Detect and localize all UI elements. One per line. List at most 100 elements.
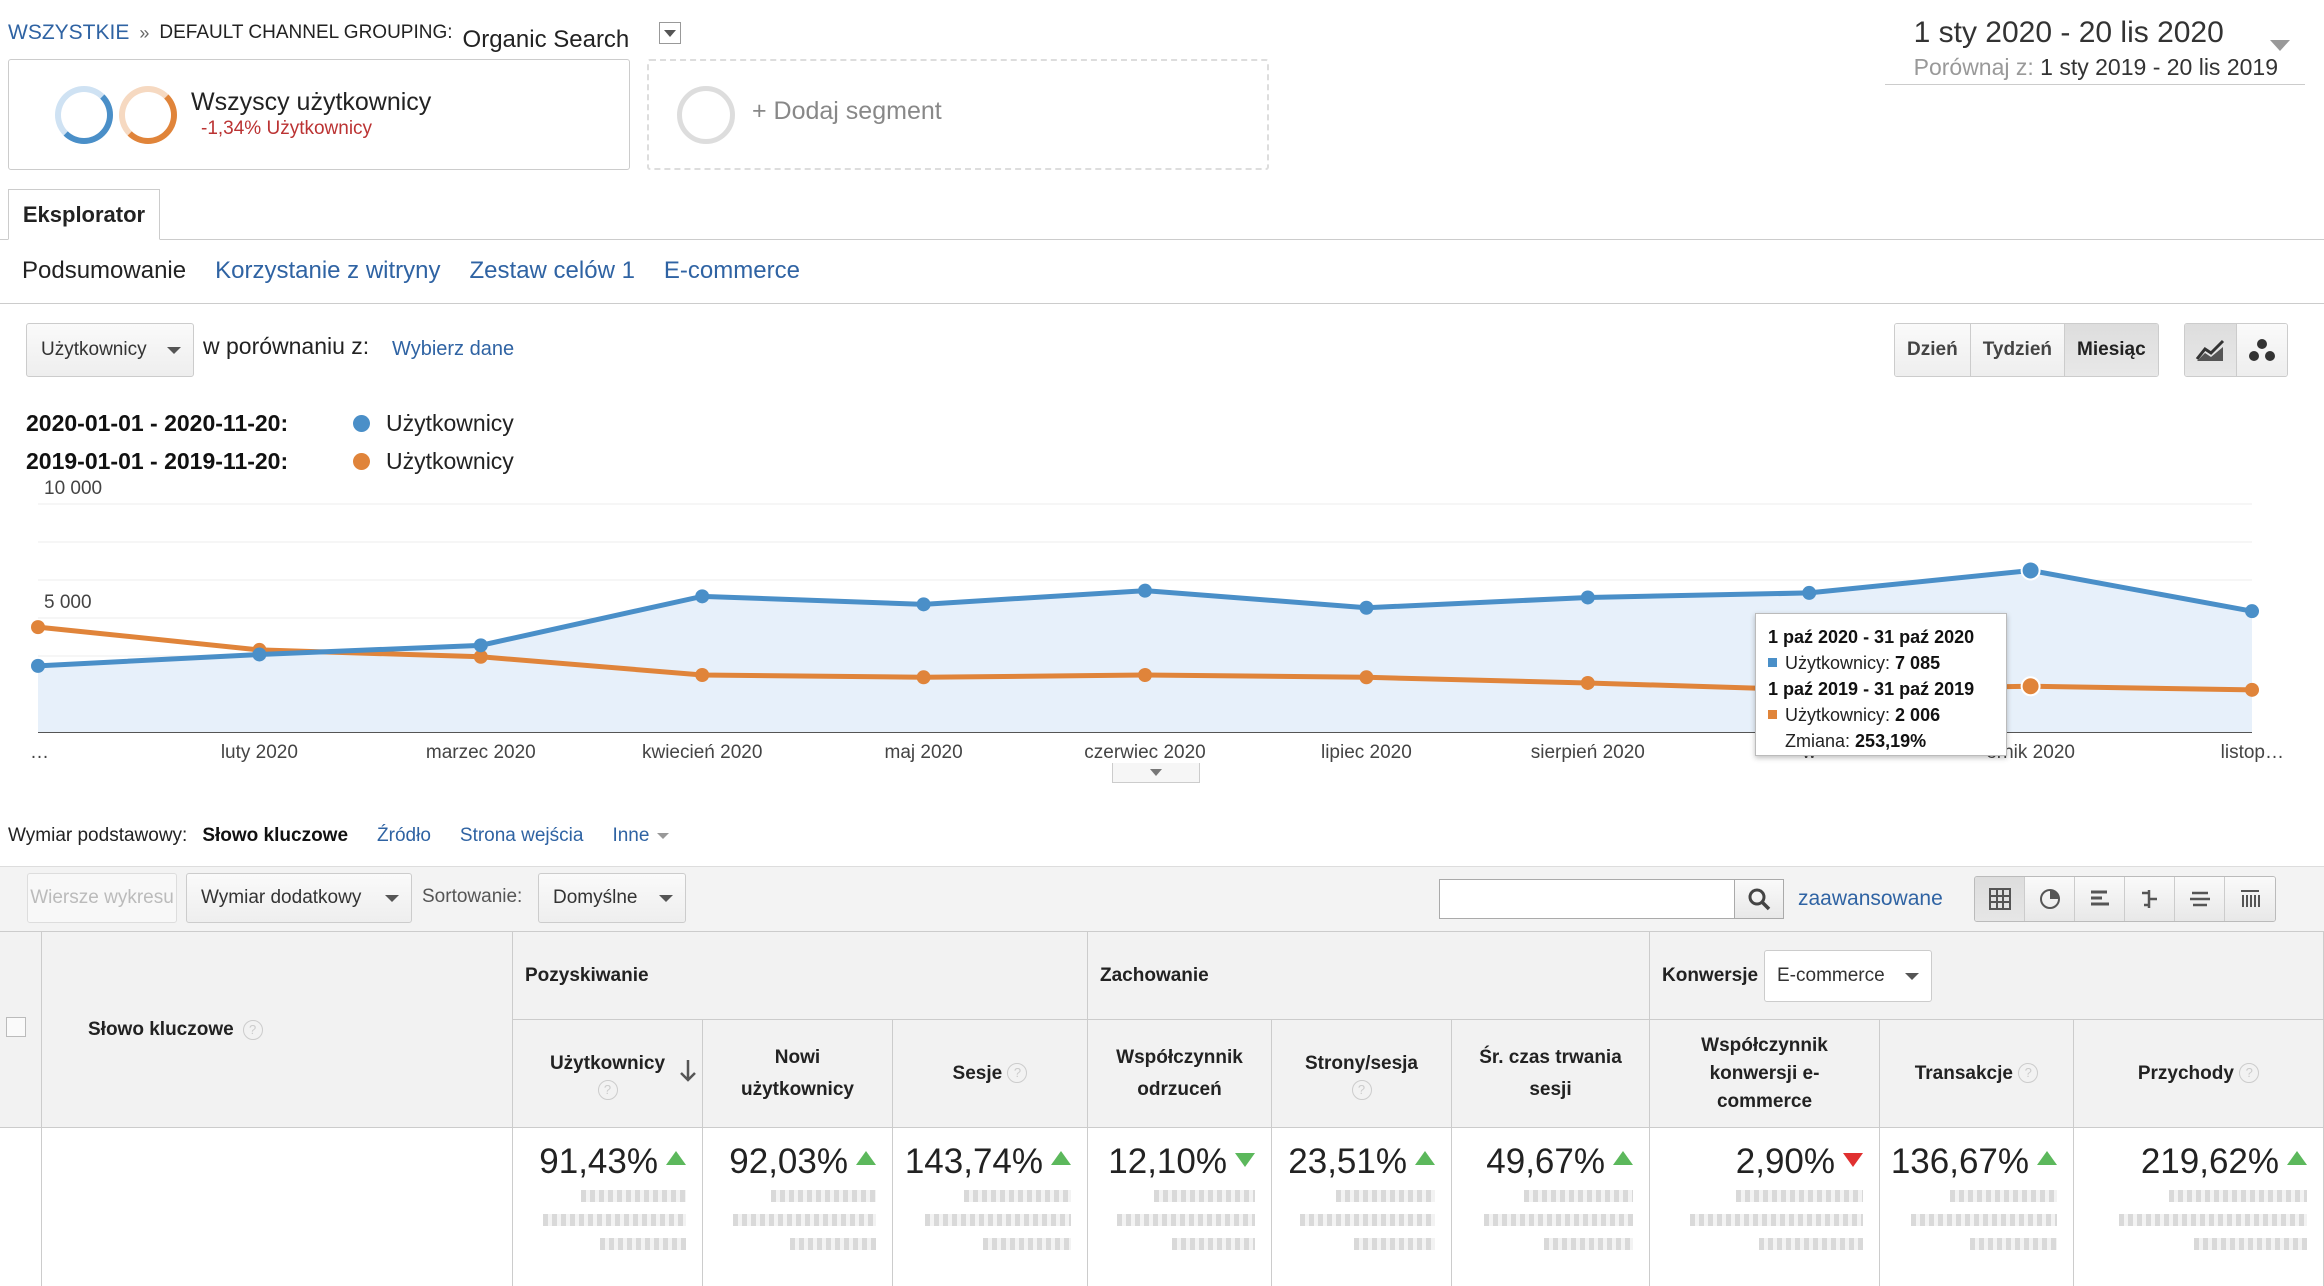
date-range-picker[interactable]: 1 sty 2020 - 20 lis 2020 Porównaj z: 1 s… xyxy=(1914,16,2278,81)
arrow-down-icon xyxy=(1235,1153,1255,1167)
secondary-dimension-select[interactable]: Wymiar dodatkowy xyxy=(186,873,412,923)
help-icon[interactable]: ? xyxy=(2239,1063,2260,1084)
primary-dimension-label: Wymiar podstawowy: xyxy=(8,825,188,846)
breadcrumb-all-link[interactable]: WSZYSTKIE xyxy=(8,21,130,44)
data-point[interactable] xyxy=(1138,583,1152,598)
legend-label: Użytkownicy xyxy=(386,447,514,474)
data-point[interactable] xyxy=(31,620,45,635)
column-label: Przychody ? xyxy=(2138,1058,2260,1090)
subtab-ecommerce[interactable]: E-commerce xyxy=(663,257,800,284)
tooltip-row-previous: Użytkownicy: 2 006 xyxy=(1768,702,1994,728)
chart-legend: 2020-01-01 - 2020-11-20: Użytkownicy 201… xyxy=(26,404,514,480)
select-all-checkbox[interactable] xyxy=(6,1017,26,1037)
chart-expand-handle[interactable] xyxy=(1112,763,1200,783)
conversion-type-select[interactable]: E-commerce xyxy=(1764,950,1932,1002)
redacted-value xyxy=(1690,1214,1863,1226)
segment-all-users[interactable]: Wszyscy użytkownicy -1,34% Użytkownicy xyxy=(8,59,630,170)
subtab-site-usage[interactable]: Korzystanie z witryny xyxy=(215,257,441,284)
arrow-up-icon xyxy=(2287,1151,2307,1165)
search-button[interactable] xyxy=(1734,879,1784,919)
dimension-source[interactable]: Źródło xyxy=(377,825,431,846)
arrow-up-icon xyxy=(666,1151,686,1165)
data-point[interactable] xyxy=(916,670,931,685)
motion-chart-button[interactable] xyxy=(2236,324,2287,376)
data-point[interactable] xyxy=(1138,668,1152,682)
data-point[interactable] xyxy=(1802,585,1817,600)
help-icon[interactable]: ? xyxy=(1007,1063,1028,1084)
add-segment-label: + Dodaj segment xyxy=(752,97,942,125)
data-point[interactable] xyxy=(1580,675,1595,690)
tab-explorer[interactable]: Eksplorator xyxy=(8,189,160,240)
help-icon[interactable]: ? xyxy=(597,1079,618,1100)
data-point[interactable] xyxy=(473,649,488,664)
sort-select[interactable]: Domyślne xyxy=(538,873,686,923)
table-search-input[interactable] xyxy=(1439,879,1735,919)
period-week-button[interactable]: Tydzień xyxy=(1970,324,2066,376)
plot-rows-button[interactable]: Wiersze wykresu xyxy=(27,873,177,923)
data-point[interactable] xyxy=(473,638,488,653)
sort-descending-arrow-icon[interactable] xyxy=(678,1058,698,1084)
subtab-goal-set-1[interactable]: Zestaw celów 1 xyxy=(469,257,635,284)
dimension-keyword[interactable]: Słowo kluczowe xyxy=(202,825,349,846)
data-point[interactable] xyxy=(695,668,710,682)
summary-cell: 2,90% xyxy=(1650,1128,1880,1286)
breadcrumb-dropdown-button[interactable] xyxy=(659,22,682,44)
data-point[interactable] xyxy=(2245,682,2259,697)
summary-value: 2,90% xyxy=(1735,1142,1835,1181)
view-term-cloud-button[interactable] xyxy=(2175,877,2225,921)
x-tick-label: marzec 2020 xyxy=(426,742,536,763)
advanced-filter-link[interactable]: zaawansowane xyxy=(1798,887,1943,910)
column-header-revenue[interactable]: Przychody ? xyxy=(2074,1020,2324,1128)
arrow-down-icon xyxy=(1843,1153,1863,1167)
help-icon[interactable]: ? xyxy=(242,1019,263,1040)
help-icon[interactable]: ? xyxy=(2018,1063,2039,1084)
column-header-ecommerce-conversion-rate[interactable]: Współczynnik konwersji e-commerce xyxy=(1650,1020,1880,1128)
view-pivot-button[interactable] xyxy=(2225,877,2275,921)
view-performance-button[interactable] xyxy=(2075,877,2125,921)
dimension-other-dropdown[interactable]: Inne xyxy=(612,825,670,847)
column-header-transactions[interactable]: Transakcje ? xyxy=(1880,1020,2074,1128)
column-header-new-users[interactable]: Nowi użytkownicy xyxy=(703,1020,893,1128)
choose-data-link[interactable]: Wybierz dane xyxy=(392,338,515,360)
summary-value: 49,67% xyxy=(1486,1142,1605,1181)
help-icon[interactable]: ? xyxy=(1351,1079,1372,1100)
data-point[interactable] xyxy=(1580,590,1595,605)
data-point[interactable] xyxy=(2245,604,2259,619)
add-segment-button[interactable]: + Dodaj segment xyxy=(647,59,1269,170)
column-header-pages-per-session[interactable]: Strony/sesja ? xyxy=(1272,1020,1452,1128)
view-pie-button[interactable] xyxy=(2025,877,2075,921)
period-month-button[interactable]: Miesiąc xyxy=(2065,324,2158,376)
column-header-sessions[interactable]: Sesje ? xyxy=(893,1020,1088,1128)
line-chart-button[interactable] xyxy=(2185,324,2237,376)
view-comparison-button[interactable] xyxy=(2125,877,2175,921)
data-point[interactable] xyxy=(1359,670,1374,685)
data-point[interactable] xyxy=(2020,676,2041,697)
key-column-label: Słowo kluczowe xyxy=(88,1018,234,1040)
data-point[interactable] xyxy=(252,647,267,662)
data-point[interactable] xyxy=(31,658,45,673)
chevron-down-icon[interactable] xyxy=(2270,40,2290,51)
arrow-up-icon xyxy=(856,1151,876,1165)
summary-cell: 219,62% xyxy=(2074,1128,2324,1286)
summary-value: 136,67% xyxy=(1890,1142,2029,1181)
data-point[interactable] xyxy=(916,597,931,612)
metric-select[interactable]: Użytkownicy xyxy=(26,323,194,377)
x-tick-label: listop… xyxy=(2221,742,2284,763)
summary-cell: 23,51% xyxy=(1272,1128,1452,1286)
column-header-avg-session-duration[interactable]: Śr. czas trwania sesji xyxy=(1452,1020,1650,1128)
dimension-landing-page[interactable]: Strona wejścia xyxy=(459,825,584,846)
period-day-button[interactable]: Dzień xyxy=(1895,324,1971,376)
column-label: Użytkownicy xyxy=(549,1052,666,1074)
view-table-button[interactable] xyxy=(1975,877,2025,921)
data-point[interactable] xyxy=(1359,600,1374,615)
column-header-users[interactable]: Użytkownicy ? xyxy=(513,1020,703,1128)
data-point[interactable] xyxy=(695,589,710,604)
area-fill-current xyxy=(38,570,2252,732)
bubble-chart-icon xyxy=(2248,339,2275,361)
key-column-header[interactable]: Słowo kluczowe ? xyxy=(42,932,513,1128)
column-header-bounce-rate[interactable]: Współczynnik odrzuceń xyxy=(1088,1020,1272,1128)
redacted-value xyxy=(925,1214,1071,1226)
summary-cell: 91,43% xyxy=(513,1128,703,1286)
subtab-summary[interactable]: Podsumowanie xyxy=(22,257,187,284)
data-point[interactable] xyxy=(2020,560,2041,581)
